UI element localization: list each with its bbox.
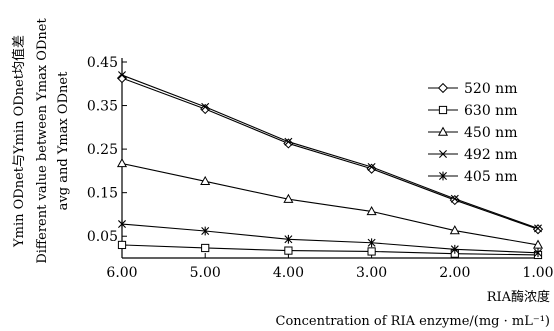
series-line: [121, 162, 539, 246]
x-tick-label: 4.00: [273, 265, 304, 281]
data-point: [117, 240, 127, 250]
data-point: [367, 238, 376, 248]
y-tick-label: 0.15: [87, 186, 118, 202]
y-tick-label: 0.25: [87, 142, 118, 158]
x-tick-label: 6.00: [106, 265, 137, 281]
legend-item: 450 nm: [428, 125, 517, 141]
x-tick-label: 1.00: [522, 265, 553, 281]
y-tick-label: 0.45: [87, 55, 118, 71]
x-axis-title-line-1: RIA酶浓度: [487, 289, 550, 305]
series-layer: [116, 71, 544, 260]
series-line: [121, 74, 539, 229]
x-axis-title-line-2: Concentration of RIA enzyme/(mg · mL⁻¹): [276, 314, 551, 329]
data-point: [366, 205, 377, 216]
data-point: [118, 71, 126, 80]
legend-marker: [439, 150, 447, 158]
x-tick-label: 2.00: [439, 265, 470, 281]
data-point: [284, 246, 293, 255]
data-point: [201, 102, 210, 111]
data-point: [116, 158, 128, 168]
legend-label: 405 nm: [464, 169, 517, 185]
y-tick-label: 0.05: [87, 229, 118, 245]
data-point: [284, 137, 293, 146]
y-tick-label: 0.35: [87, 99, 118, 115]
x-tick-label: 3.00: [356, 265, 387, 281]
y-axis-title-line-1: Ymin ODnet与Ymin ODnet均值差: [11, 35, 27, 248]
legend-item: 520 nm: [428, 81, 517, 97]
legend-label: 520 nm: [464, 81, 517, 97]
legend-marker: [439, 171, 447, 181]
series-line: [121, 77, 539, 230]
legend-marker: [438, 105, 448, 115]
data-point: [367, 162, 376, 171]
series-405-nm: [118, 219, 542, 258]
data-point: [283, 193, 294, 203]
series-520-nm: [116, 73, 544, 235]
legend-marker: [437, 82, 449, 94]
series-450-nm: [116, 158, 544, 249]
legend: 520 nm 630 nm 450 nm 492 nm 405 nm: [428, 81, 517, 185]
legend-label: 492 nm: [464, 147, 517, 163]
legend-label: 450 nm: [464, 125, 517, 141]
y-axis-title-line-2: Different value between Ymax ODnet: [35, 18, 50, 264]
data-point: [201, 243, 210, 253]
series-line: [121, 244, 539, 256]
data-point: [534, 248, 542, 258]
series-line: [121, 223, 539, 254]
data-point: [201, 226, 210, 236]
ticks: 0.05 0.15 0.25 0.35 0.45 6.00 5.00 4.00 3.00 2.00…: [87, 55, 554, 281]
data-point: [534, 224, 542, 233]
data-point: [200, 175, 211, 186]
axis-titles: Ymin ODnet与Ymin ODnet均值差 Different value…: [11, 18, 550, 329]
data-point: [449, 225, 460, 235]
data-point: [450, 244, 459, 254]
legend-item: 630 nm: [428, 103, 517, 119]
legend-marker: [437, 126, 449, 136]
legend-item: 405 nm: [428, 169, 517, 185]
y-axis-title-line-3: avg and Ymax ODnet: [56, 71, 71, 210]
data-point: [532, 239, 544, 249]
data-point: [367, 247, 376, 256]
legend-item: 492 nm: [428, 147, 517, 163]
data-point: [284, 234, 293, 244]
data-point: [450, 194, 459, 203]
x-tick-label: 5.00: [190, 265, 221, 281]
legend-label: 630 nm: [464, 103, 517, 119]
data-point: [118, 219, 126, 229]
series-492-nm: [118, 71, 542, 233]
data-point: [532, 224, 544, 235]
